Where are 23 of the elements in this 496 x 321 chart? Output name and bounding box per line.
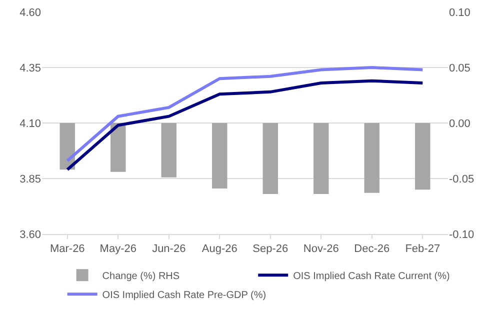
- y-tick-label: 4.60: [20, 6, 41, 19]
- y2-tick-label: -0.05: [449, 173, 474, 186]
- x-tick-label: Feb-27: [405, 243, 440, 256]
- x-tick-label: Sep-26: [252, 243, 288, 256]
- x-tick-label: Nov-26: [303, 243, 339, 256]
- y2-tick-label: 0.00: [449, 118, 470, 130]
- y-tick-label: 4.35: [20, 62, 41, 74]
- line-series: [66, 79, 424, 172]
- x-tick-label: Mar-26: [50, 243, 85, 256]
- legend-label: OIS Implied Cash Rate Pre-GDP (%): [102, 290, 266, 302]
- line-series: [66, 66, 424, 162]
- legend-label: Change (%) RHS: [102, 271, 180, 282]
- y-tick-label: 4.10: [20, 118, 41, 130]
- legend-label: OIS Implied Cash Rate Current (%): [293, 271, 450, 282]
- y2-tick-label: 0.05: [449, 62, 470, 74]
- y-tick-label: 3.60: [20, 228, 41, 241]
- y-tick-label: 3.85: [20, 173, 41, 186]
- x-tick-label: Dec-26: [354, 243, 390, 256]
- x-tick-label: Jun-26: [152, 243, 186, 256]
- y2-tick-label: -0.10: [449, 228, 474, 241]
- x-tick-label: May-26: [100, 243, 136, 256]
- y2-tick-label: 0.10: [449, 6, 470, 19]
- x-tick-label: Aug-26: [202, 243, 238, 256]
